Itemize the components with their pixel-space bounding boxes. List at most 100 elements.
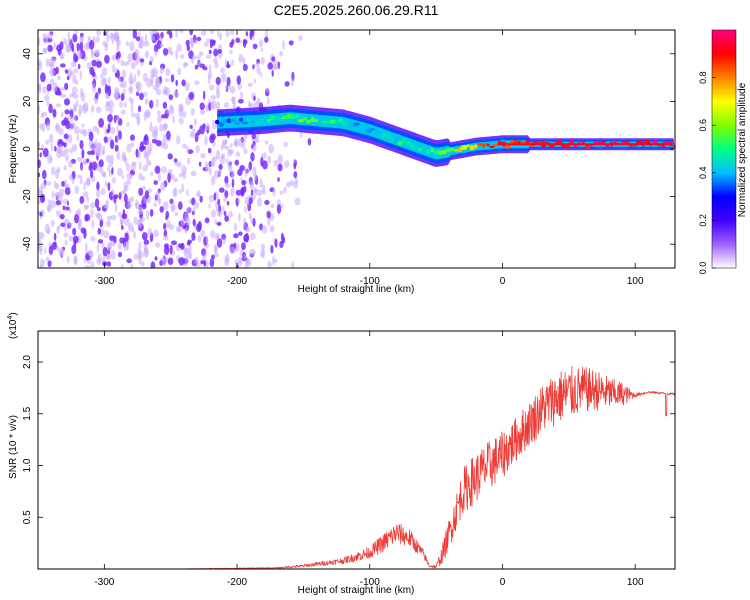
noise-blob bbox=[51, 57, 57, 63]
noise-blob bbox=[291, 261, 295, 268]
noise-blob bbox=[104, 126, 108, 136]
noise-blob bbox=[121, 174, 125, 180]
noise-blob bbox=[90, 170, 94, 179]
noise-blob bbox=[165, 210, 170, 219]
noise-blob bbox=[154, 165, 161, 174]
noise-blob bbox=[45, 139, 50, 145]
x-tick-label: 0 bbox=[500, 276, 506, 287]
noise-blob bbox=[61, 119, 67, 126]
noise-blob bbox=[98, 159, 104, 168]
noise-blob bbox=[42, 33, 48, 39]
noise-blob bbox=[141, 185, 146, 191]
noise-blob bbox=[180, 54, 185, 59]
noise-blob bbox=[139, 35, 144, 46]
noise-blob bbox=[74, 30, 78, 36]
noise-blob bbox=[111, 34, 115, 45]
noise-blob bbox=[230, 187, 235, 197]
ridge-point bbox=[556, 139, 563, 145]
noise-blob bbox=[107, 261, 111, 267]
noise-blob bbox=[193, 207, 196, 215]
noise-blob bbox=[41, 111, 48, 117]
snr-multiplier-exp: 4 bbox=[7, 316, 14, 320]
noise-blob bbox=[194, 39, 198, 44]
noise-blob bbox=[215, 206, 220, 213]
noise-blob bbox=[158, 172, 161, 182]
noise-blob bbox=[144, 50, 150, 59]
noise-blob bbox=[40, 182, 47, 190]
x-tick-label: -200 bbox=[227, 577, 247, 588]
noise-blob bbox=[194, 80, 200, 85]
noise-blob bbox=[135, 148, 139, 158]
noise-blob bbox=[63, 142, 67, 148]
noise-blob bbox=[49, 200, 56, 209]
noise-blob bbox=[71, 144, 78, 152]
noise-blob bbox=[176, 135, 181, 145]
noise-blob bbox=[137, 69, 141, 77]
noise-blob bbox=[127, 203, 132, 209]
ridge-point bbox=[469, 145, 475, 151]
noise-blob bbox=[186, 146, 190, 154]
noise-blob bbox=[61, 150, 66, 157]
noise-blob bbox=[154, 242, 161, 248]
noise-blob bbox=[50, 166, 56, 176]
ridge-point bbox=[353, 122, 360, 126]
ridge-point bbox=[410, 143, 415, 149]
noise-blob bbox=[141, 176, 146, 181]
noise-blob bbox=[210, 157, 216, 167]
noise-blob bbox=[215, 76, 221, 86]
noise-blob bbox=[283, 186, 287, 194]
noise-blob bbox=[77, 224, 81, 230]
noise-blob bbox=[218, 210, 223, 215]
noise-blob bbox=[176, 226, 180, 233]
noise-blob bbox=[264, 140, 269, 145]
noise-blob bbox=[198, 51, 204, 57]
noise-blob bbox=[121, 69, 127, 79]
noise-blob bbox=[261, 189, 266, 195]
noise-blob bbox=[106, 219, 111, 228]
noise-blob bbox=[196, 36, 202, 42]
ridge-point bbox=[585, 144, 590, 149]
noise-blob bbox=[117, 211, 122, 218]
noise-blob bbox=[129, 72, 133, 78]
noise-blob bbox=[169, 32, 173, 39]
noise-blob bbox=[139, 216, 145, 222]
noise-blob bbox=[79, 139, 84, 150]
noise-blob bbox=[250, 189, 254, 196]
noise-blob bbox=[130, 263, 134, 268]
noise-blob bbox=[86, 158, 90, 163]
noise-blob bbox=[58, 188, 65, 194]
noise-blob bbox=[173, 90, 180, 99]
x-tick-label: -100 bbox=[360, 577, 380, 588]
noise-blob bbox=[94, 98, 99, 105]
snr-y-axis: 0.5 1.0 1.5 2.0 bbox=[22, 355, 675, 524]
noise-blob bbox=[184, 82, 190, 91]
noise-blob bbox=[120, 109, 126, 115]
noise-blob bbox=[52, 108, 57, 118]
noise-blob bbox=[153, 125, 159, 135]
noise-blob bbox=[223, 196, 227, 203]
noise-blob bbox=[203, 90, 206, 100]
noise-blob bbox=[208, 64, 212, 73]
noise-blob bbox=[169, 106, 175, 115]
noise-blob bbox=[194, 64, 199, 70]
noise-blob bbox=[100, 73, 104, 79]
noise-blob bbox=[216, 221, 222, 226]
noise-blob bbox=[260, 47, 264, 53]
noise-blob bbox=[226, 157, 229, 165]
noise-blob bbox=[205, 54, 212, 59]
noise-blob bbox=[235, 189, 242, 196]
noise-blob bbox=[214, 219, 218, 225]
noise-blob bbox=[293, 158, 296, 164]
noise-blob bbox=[106, 33, 110, 43]
noise-blob bbox=[84, 215, 89, 222]
noise-blob bbox=[187, 157, 191, 165]
snr-multiplier-close: ) bbox=[8, 312, 19, 315]
noise-blob bbox=[91, 59, 97, 67]
noise-blob bbox=[277, 163, 283, 172]
noise-blob bbox=[267, 155, 272, 164]
noise-blob bbox=[226, 60, 230, 68]
noise-blob bbox=[95, 106, 102, 114]
noise-blob bbox=[162, 48, 169, 56]
noise-blob bbox=[254, 172, 257, 181]
snr-marks bbox=[38, 365, 675, 569]
